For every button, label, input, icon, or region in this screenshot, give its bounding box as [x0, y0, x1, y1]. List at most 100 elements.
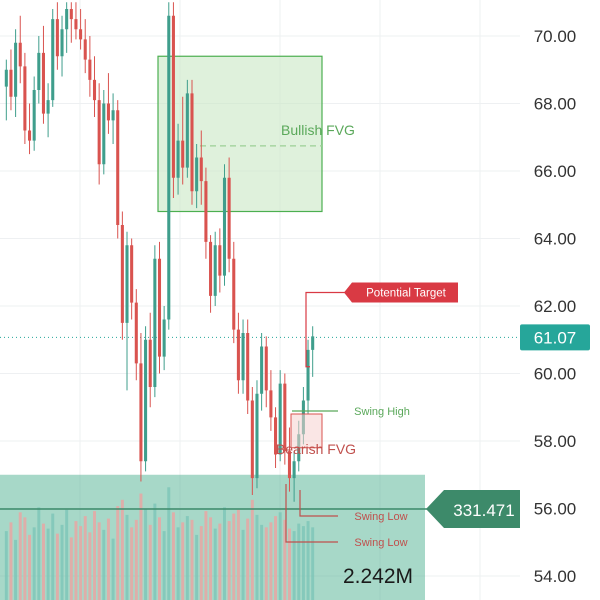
candle-body: [190, 93, 194, 192]
potential-target-tag[interactable]: Potential Target: [344, 282, 458, 303]
candle-body: [311, 336, 315, 350]
candle-body: [102, 103, 106, 165]
volume-bar: [162, 531, 166, 600]
volume-bar: [60, 524, 64, 600]
volume-bar: [227, 521, 231, 600]
volume-bar: [306, 521, 310, 600]
candle-body: [27, 130, 32, 141]
candle-body: [60, 29, 64, 57]
volume-bar: [250, 499, 254, 600]
volume-bar: [116, 506, 120, 600]
bearish-fvg-zone[interactable]: [290, 413, 323, 449]
candle-body: [236, 329, 240, 381]
candle-body: [176, 140, 180, 178]
candle-body: [144, 339, 148, 462]
candle-body: [171, 15, 175, 178]
volume-bar: [139, 493, 143, 600]
candle-body: [157, 258, 162, 357]
volume-bar: [241, 529, 245, 600]
candle-body: [227, 177, 231, 259]
bullish-fvg-label: Bullish FVG: [281, 122, 355, 138]
volume-bar: [246, 518, 250, 600]
candle-body: [274, 417, 278, 455]
candle-body: [255, 393, 259, 479]
candle-body: [204, 181, 208, 242]
volume-bar: [181, 522, 185, 600]
volume-bar: [260, 524, 264, 600]
volume-bars: [4, 487, 315, 600]
volume-bar: [287, 528, 291, 600]
last-price-tag[interactable]: 61.07: [520, 324, 590, 351]
candle-body: [181, 140, 185, 168]
candle-body: [69, 9, 73, 20]
candle-body: [55, 19, 59, 57]
bearish-fvg-label: Bearish FVG: [276, 441, 356, 457]
volume-bar: [125, 514, 129, 600]
volume-bar: [79, 526, 83, 600]
volume-bar: [236, 509, 240, 600]
price-tick-label: 60.00: [534, 365, 577, 384]
candle-body: [134, 302, 138, 364]
volume-tag[interactable]: 331.471: [426, 490, 520, 528]
volume-bar: [134, 519, 138, 600]
volume-bar: [120, 499, 124, 600]
price-tick-label: 68.00: [534, 95, 577, 114]
swing-low-line-2: [285, 484, 338, 543]
volume-bar: [9, 522, 13, 600]
candle-body: [246, 333, 250, 401]
candle-body: [148, 339, 152, 387]
bullish-fvg-zone[interactable]: [157, 55, 323, 213]
volume-bar: [171, 512, 175, 600]
candle-body: [167, 15, 171, 320]
candle-body: [264, 346, 268, 391]
candle-body: [32, 90, 36, 141]
candle-body: [97, 100, 101, 165]
candle-body: [37, 52, 41, 90]
volume-bar: [28, 534, 32, 600]
volume-bar: [69, 537, 73, 600]
volume-bar: [274, 516, 278, 600]
candle-body: [23, 66, 27, 131]
candle-body: [9, 69, 13, 97]
candle-body: [241, 333, 245, 381]
volume-bar: [93, 511, 97, 600]
candle-body: [106, 103, 110, 121]
volume-bar: [264, 527, 268, 600]
price-tick-label: 66.00: [534, 162, 577, 181]
volume-bar: [292, 531, 296, 600]
volume-bar: [37, 507, 41, 600]
volume-bar: [218, 523, 222, 600]
volume-bar: [190, 519, 194, 600]
volume-bar: [106, 518, 110, 600]
volume-bar: [199, 526, 203, 600]
price-tick-label: 70.00: [534, 27, 577, 46]
price-tick-label: 56.00: [534, 500, 577, 519]
price-axis[interactable]: 70.00 68.00 66.00 64.00 62.00 60.00 58.00 56.00…: [534, 27, 577, 586]
swing-low-label-2: Swing Low: [354, 537, 407, 549]
price-tick-label: 64.00: [534, 230, 577, 249]
volume-bar: [158, 517, 161, 600]
volume-bar: [46, 528, 50, 600]
candle-body: [125, 245, 129, 323]
volume-bar: [255, 514, 259, 600]
candle-body: [130, 245, 134, 303]
swing-low-line-1: [299, 490, 338, 517]
volume-bar: [65, 509, 69, 600]
volume-tag-label: 331.471: [453, 501, 514, 520]
volume-bar: [88, 532, 92, 600]
volume-bar: [209, 517, 213, 600]
volume-bar: [185, 516, 189, 600]
volume-value: 2.242M: [343, 565, 413, 588]
volume-bar: [311, 527, 315, 600]
volume-bar: [148, 524, 152, 600]
volume-bar: [130, 527, 134, 600]
swing-high-label: Swing High: [354, 406, 410, 418]
volume-bar: [23, 517, 27, 600]
candle-body: [283, 383, 287, 452]
volume-bar: [144, 508, 148, 600]
candle-body: [250, 400, 254, 479]
candle-body: [153, 258, 157, 387]
volume-bar: [55, 533, 59, 600]
